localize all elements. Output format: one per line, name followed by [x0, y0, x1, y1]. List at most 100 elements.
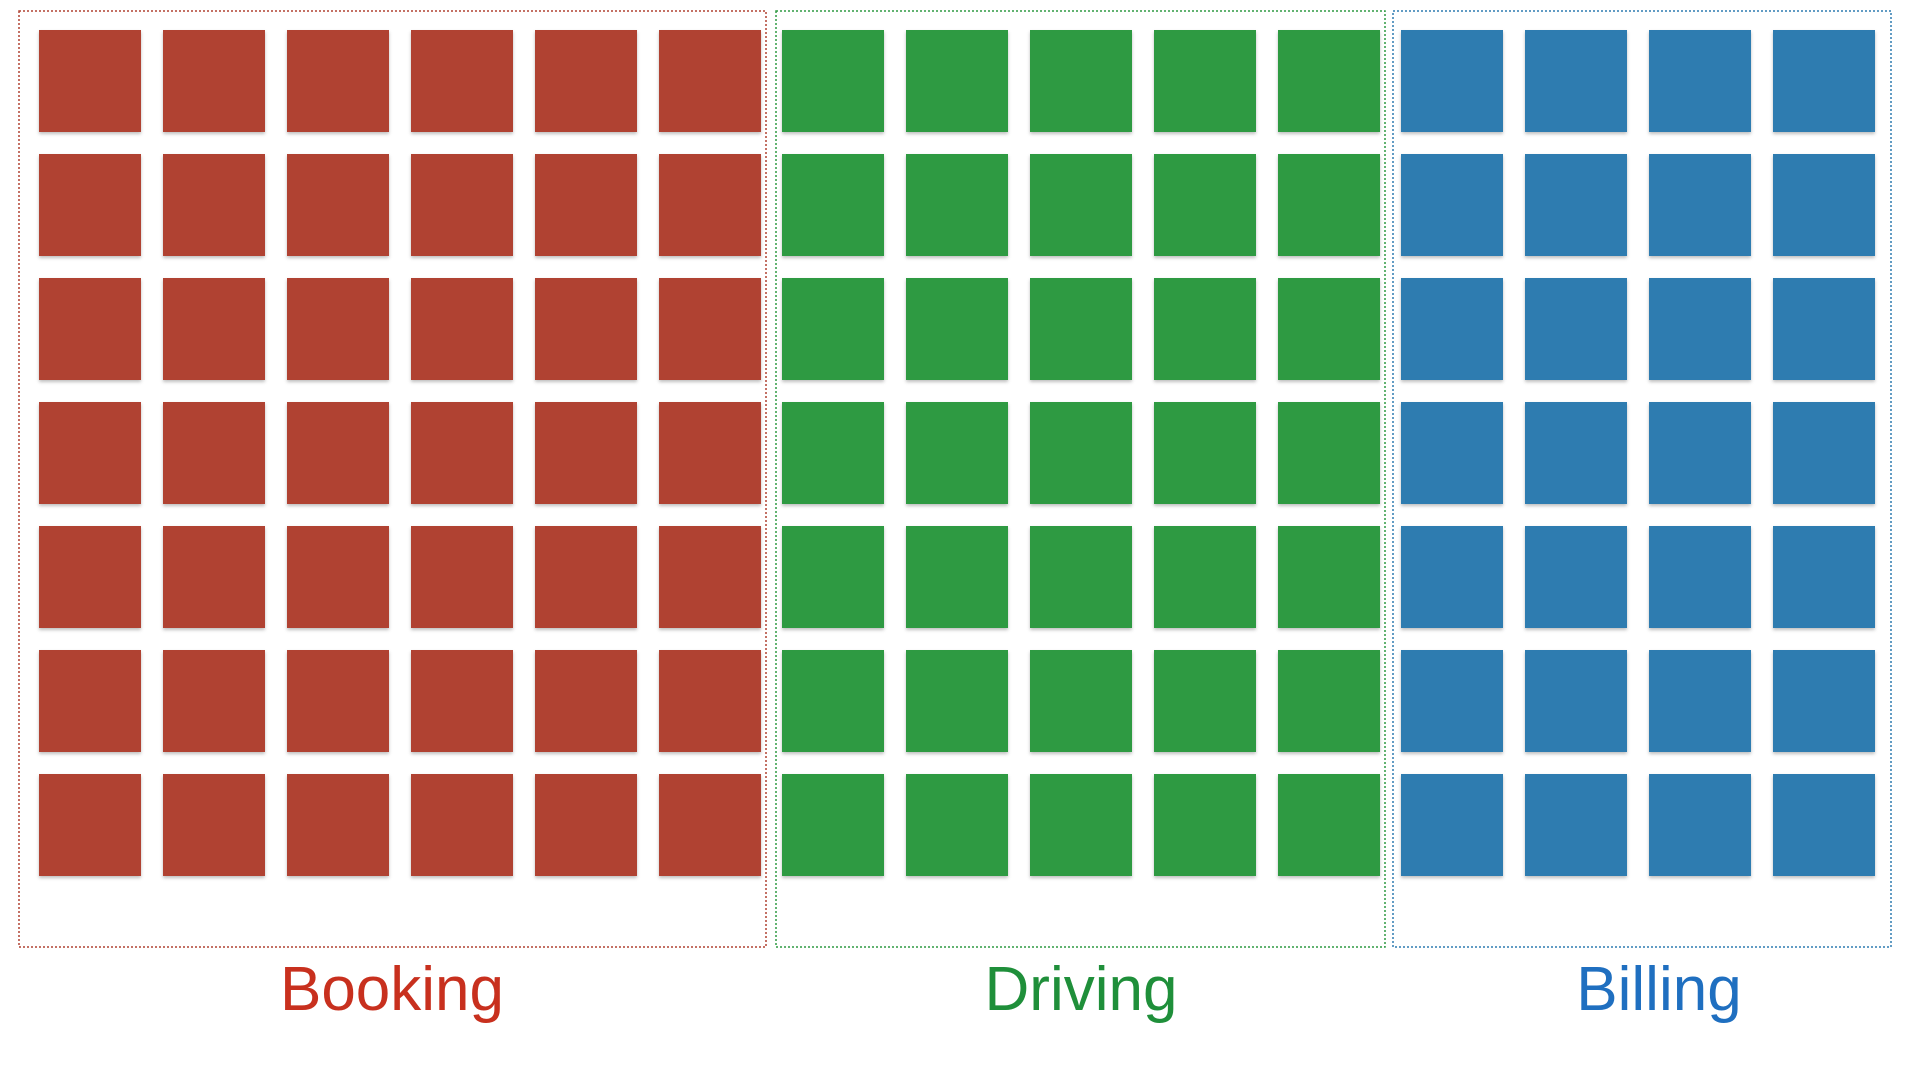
tile	[1525, 278, 1627, 380]
tile	[1278, 30, 1380, 132]
tile	[1401, 402, 1503, 504]
tile	[1401, 650, 1503, 752]
tile	[411, 402, 513, 504]
tile	[39, 526, 141, 628]
tile	[411, 278, 513, 380]
tile	[1154, 278, 1256, 380]
tile	[1525, 650, 1627, 752]
tile	[287, 774, 389, 876]
tile	[39, 774, 141, 876]
tile	[1773, 278, 1875, 380]
tile	[411, 30, 513, 132]
tile	[1525, 526, 1627, 628]
tile	[1649, 650, 1751, 752]
tile	[1154, 526, 1256, 628]
group-border	[18, 10, 767, 948]
tile	[411, 154, 513, 256]
tile	[1278, 278, 1380, 380]
tile	[1030, 154, 1132, 256]
tile	[1030, 526, 1132, 628]
tile	[659, 650, 761, 752]
tile	[287, 402, 389, 504]
tile	[1773, 774, 1875, 876]
tile	[1401, 526, 1503, 628]
tile	[906, 30, 1008, 132]
tile	[1278, 774, 1380, 876]
tile	[411, 774, 513, 876]
tile	[906, 774, 1008, 876]
tile	[163, 526, 265, 628]
tile	[287, 154, 389, 256]
tile	[1525, 30, 1627, 132]
tile	[659, 278, 761, 380]
tile	[39, 402, 141, 504]
tile	[1154, 650, 1256, 752]
tile	[782, 650, 884, 752]
tile	[1773, 526, 1875, 628]
tile	[411, 526, 513, 628]
tile	[906, 278, 1008, 380]
tile	[1649, 30, 1751, 132]
tile	[163, 650, 265, 752]
tile	[659, 30, 761, 132]
group-label: Booking	[280, 955, 504, 1024]
tile	[1154, 774, 1256, 876]
tile	[39, 650, 141, 752]
tile	[906, 402, 1008, 504]
tile	[163, 154, 265, 256]
tile	[39, 154, 141, 256]
tile	[1773, 30, 1875, 132]
tile	[163, 774, 265, 876]
tile	[659, 154, 761, 256]
tile	[906, 154, 1008, 256]
group: Driving	[775, 10, 1386, 1024]
tile	[535, 402, 637, 504]
tile	[1649, 154, 1751, 256]
tile	[535, 30, 637, 132]
group-label: Driving	[985, 955, 1178, 1024]
tile	[1030, 278, 1132, 380]
tile	[1525, 402, 1627, 504]
tile	[535, 278, 637, 380]
tile	[535, 154, 637, 256]
tile	[1278, 154, 1380, 256]
tile	[1649, 278, 1751, 380]
tile	[287, 30, 389, 132]
tile	[1649, 402, 1751, 504]
tile	[1278, 402, 1380, 504]
tile	[163, 278, 265, 380]
tile	[1773, 650, 1875, 752]
tile	[1649, 526, 1751, 628]
group: Billing	[1392, 10, 1892, 1024]
tile	[906, 526, 1008, 628]
tile	[1525, 154, 1627, 256]
tile	[1154, 30, 1256, 132]
tile	[1030, 774, 1132, 876]
tile	[782, 154, 884, 256]
tile	[906, 650, 1008, 752]
group-border	[1392, 10, 1892, 948]
tile	[1773, 402, 1875, 504]
tile	[1401, 278, 1503, 380]
tile	[659, 402, 761, 504]
tile	[782, 278, 884, 380]
tile	[1525, 774, 1627, 876]
tile	[659, 526, 761, 628]
group-border	[775, 10, 1386, 948]
tile	[287, 650, 389, 752]
group: Booking	[18, 10, 767, 1024]
tile	[782, 402, 884, 504]
tile	[782, 30, 884, 132]
tile	[659, 774, 761, 876]
tile	[1401, 774, 1503, 876]
tile	[39, 30, 141, 132]
group-label: Billing	[1576, 955, 1741, 1024]
tile	[1030, 30, 1132, 132]
tile	[1030, 650, 1132, 752]
tile	[1278, 526, 1380, 628]
tile	[163, 402, 265, 504]
tile	[287, 526, 389, 628]
tile	[535, 526, 637, 628]
